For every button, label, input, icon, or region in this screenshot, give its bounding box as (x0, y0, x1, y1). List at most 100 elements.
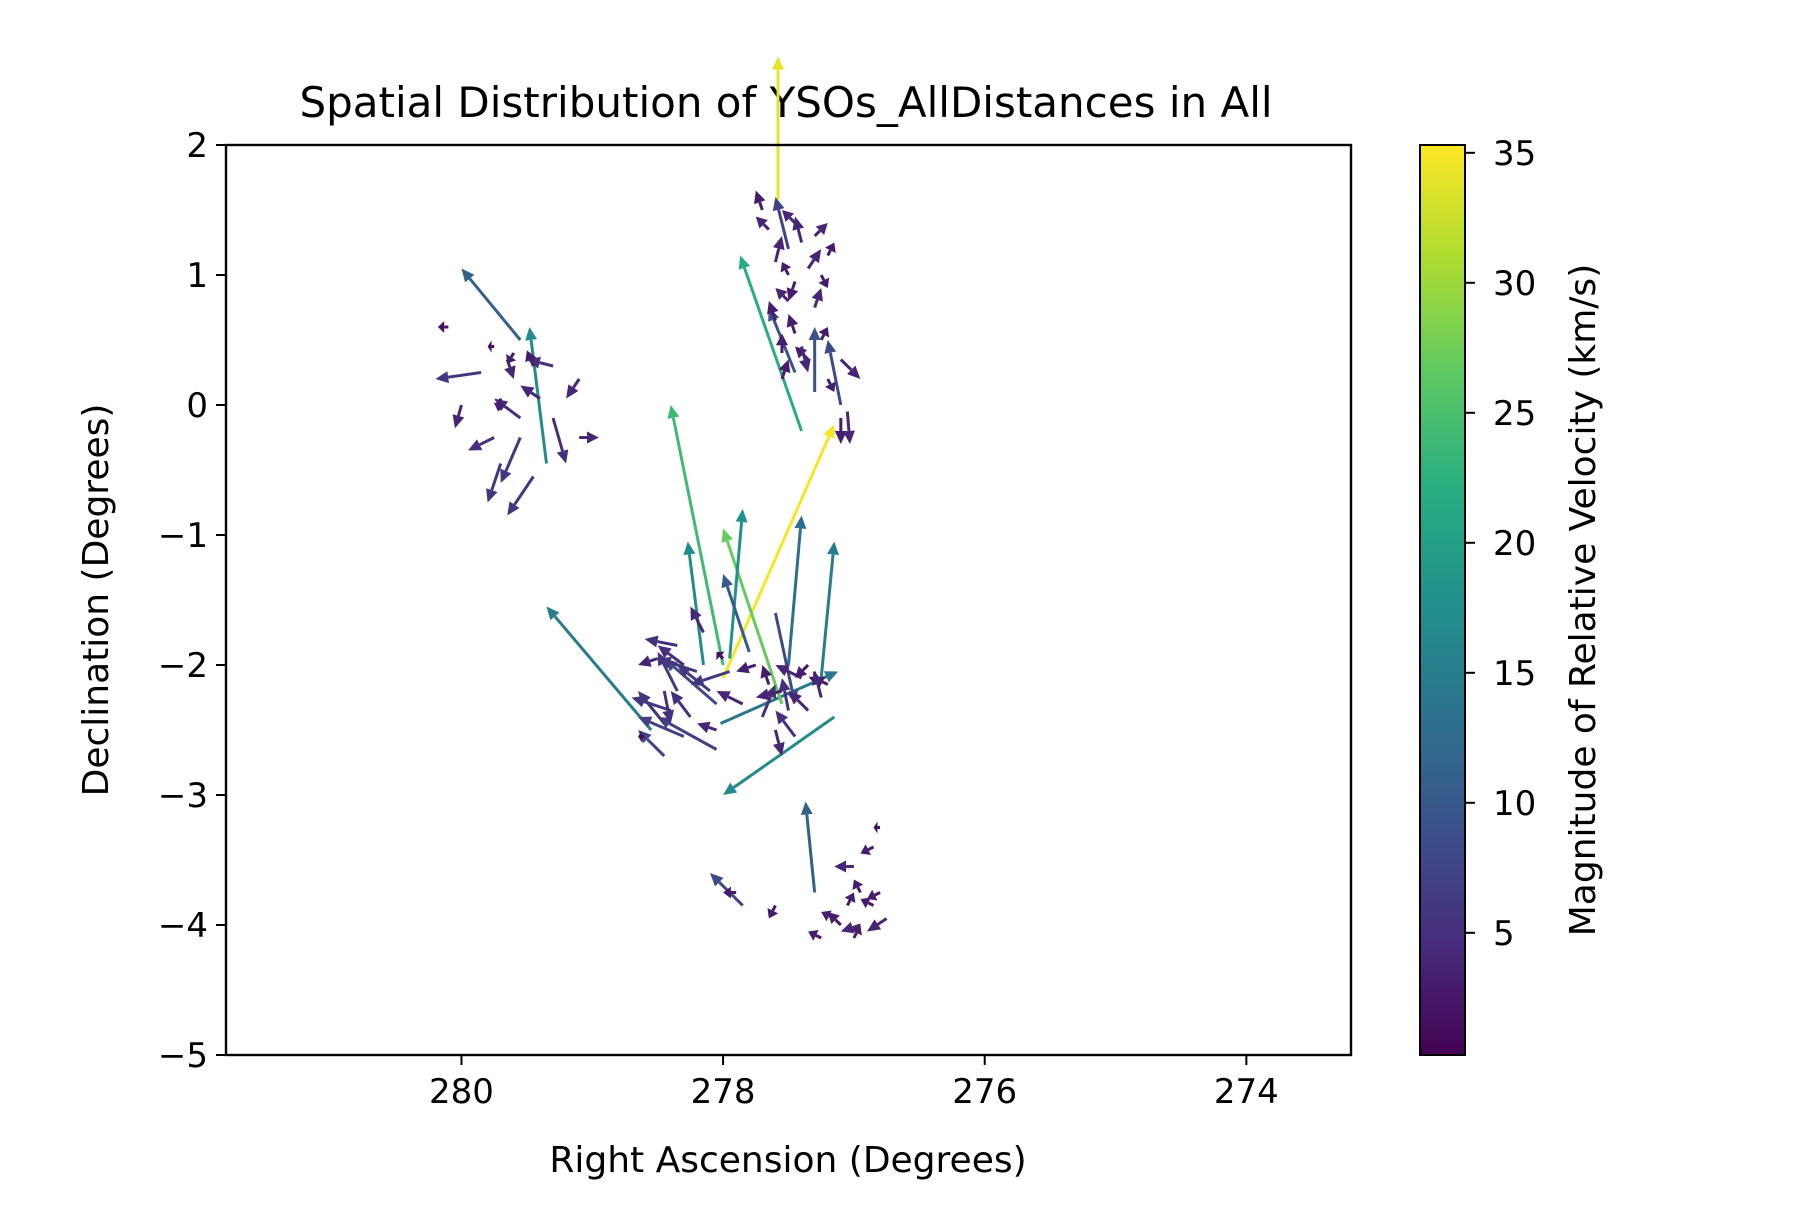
velocity-arrow (775, 333, 788, 353)
velocity-arrow (772, 236, 785, 263)
velocity-arrow (839, 358, 861, 379)
velocity-arrow (767, 904, 779, 919)
velocity-arrow (755, 216, 770, 231)
velocity-arrow (834, 418, 847, 444)
velocity-arrow (860, 844, 875, 855)
velocity-arrow (506, 352, 517, 364)
y-axis-label: Declination (Degrees) (76, 404, 117, 797)
velocity-arrow (507, 475, 535, 516)
velocity-arrow (452, 404, 465, 429)
velocity-arrow (811, 288, 823, 308)
velocity-arrow (638, 691, 666, 725)
velocity-arrow (487, 340, 495, 353)
velocity-arrow (683, 541, 705, 666)
velocity-arrow (840, 921, 861, 934)
velocity-arrow (767, 301, 779, 321)
velocity-arrow (638, 730, 645, 743)
velocity-arrow (461, 268, 522, 341)
velocity-arrow (866, 889, 881, 901)
velocity-arrow (566, 378, 581, 399)
velocity-arrow (435, 371, 482, 384)
velocity-arrow (657, 645, 685, 667)
colorbar-tick-label: 20 (1493, 524, 1536, 564)
y-tick-label: 1 (186, 256, 208, 296)
velocity-arrow (799, 346, 811, 373)
velocity-arrow (719, 671, 839, 725)
velocity-arrow (786, 281, 799, 301)
velocity-arrow (721, 528, 784, 705)
velocity-arrow (808, 930, 822, 941)
velocity-arrow (696, 721, 718, 734)
velocity-arrow (824, 340, 843, 406)
velocity-arrow (723, 715, 836, 795)
velocity-arrow (781, 210, 797, 225)
velocity-arrow (775, 288, 790, 303)
velocity-arrow (525, 350, 537, 367)
velocity-arrow (710, 873, 744, 907)
colorbar (1419, 144, 1466, 1056)
velocity-arrow (500, 436, 522, 483)
velocity-arrow (728, 509, 748, 659)
velocity-arrow (775, 665, 803, 680)
colorbar-tick-label: 5 (1493, 914, 1515, 954)
x-axis-ticks: 280 278 276 274 (429, 1055, 1279, 1112)
velocity-arrow (721, 424, 835, 679)
velocity-arrow (792, 216, 805, 243)
colorbar-label: Magnitude of Relative Velocity (km/s) (1563, 264, 1604, 937)
velocity-arrow (844, 892, 856, 907)
velocity-arrow (437, 321, 449, 333)
y-tick-label: 0 (186, 386, 208, 426)
velocity-arrow (800, 801, 817, 893)
velocity-arrow (787, 515, 807, 666)
velocity-arrow (670, 691, 692, 718)
velocity-arrow (546, 606, 653, 731)
x-tick-label: 274 (1214, 1072, 1279, 1112)
velocity-arrow (721, 574, 751, 653)
y-tick-label: −4 (158, 906, 208, 946)
arrows-layer (435, 56, 888, 941)
y-tick-label: −1 (158, 516, 208, 556)
velocity-arrow (821, 910, 835, 922)
velocity-arrow (638, 655, 659, 667)
velocity-arrow (716, 651, 725, 661)
velocity-arrow (851, 925, 862, 939)
velocity-arrow (825, 378, 836, 392)
velocity-arrow (780, 262, 792, 276)
velocity-arrow (778, 359, 791, 380)
plot-frame (224, 143, 1353, 1057)
velocity-arrow (813, 223, 828, 238)
velocity-arrow (772, 197, 790, 250)
x-axis-label: Right Ascension (Degrees) (549, 1140, 1026, 1181)
velocity-arrow (825, 242, 836, 257)
velocity-arrow (736, 661, 757, 674)
velocity-arrow (808, 327, 821, 392)
velocity-arrow (775, 710, 797, 738)
velocity-arrow (788, 691, 810, 712)
velocity-arrow (842, 411, 855, 444)
y-tick-label: −3 (158, 776, 208, 816)
velocity-arrow (667, 405, 725, 666)
velocity-arrow (551, 417, 569, 464)
velocity-arrow (866, 917, 888, 932)
velocity-arrow (852, 879, 864, 894)
velocity-arrow (760, 665, 772, 685)
velocity-arrow (786, 314, 799, 334)
velocity-arrow (690, 606, 705, 634)
velocity-arrow (638, 730, 666, 758)
y-axis-ticks: 2 1 0 −1 −2 −3 −4 −5 (158, 126, 226, 1076)
velocity-arrow (860, 897, 875, 909)
velocity-arrow (520, 385, 541, 400)
velocity-arrow (486, 463, 503, 503)
x-tick-label: 278 (691, 1072, 756, 1112)
velocity-arrow (738, 255, 803, 432)
velocity-arrow (873, 821, 881, 834)
velocity-arrow (638, 716, 685, 738)
y-tick-label: −2 (158, 646, 208, 686)
velocity-arrow (657, 656, 698, 673)
velocity-arrow (772, 56, 785, 200)
x-tick-label: 276 (952, 1072, 1017, 1112)
velocity-arrow (690, 670, 731, 687)
velocity-arrow (754, 190, 766, 211)
